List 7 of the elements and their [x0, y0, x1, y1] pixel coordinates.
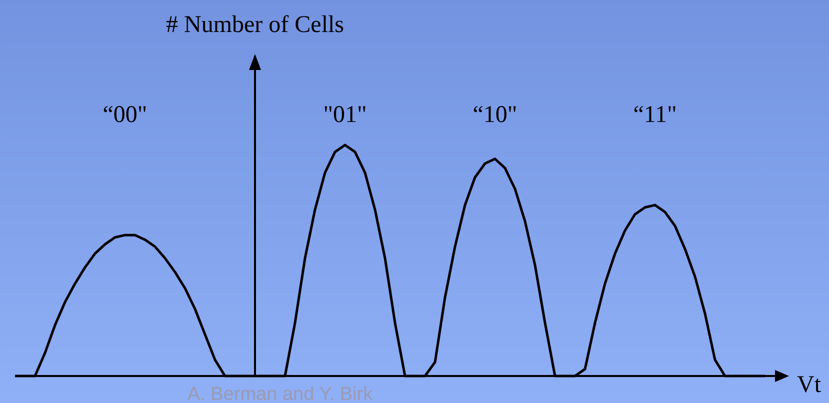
- y-axis-title: # Number of Cells: [166, 12, 344, 38]
- text: “11": [633, 102, 677, 128]
- x-axis-title: Vt: [797, 372, 822, 398]
- text: “00": [102, 102, 148, 128]
- text: “10": [472, 102, 518, 128]
- text: "01": [323, 102, 367, 128]
- text: A. Berman and Y. Birk: [187, 384, 374, 403]
